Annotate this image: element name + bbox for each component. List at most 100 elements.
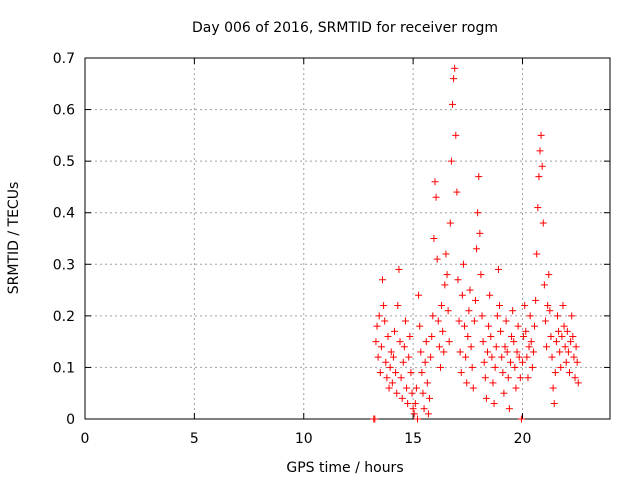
data-point — [419, 389, 427, 397]
data-point — [548, 353, 556, 361]
data-point — [514, 322, 522, 330]
data-point — [540, 281, 548, 289]
data-point — [566, 369, 574, 377]
data-point — [486, 291, 494, 299]
data-point — [430, 235, 438, 242]
data-point — [384, 332, 392, 340]
data-point — [563, 327, 571, 335]
data-point — [438, 302, 446, 310]
data-point — [503, 348, 511, 356]
data-point — [490, 400, 498, 408]
data-point — [484, 348, 491, 356]
data-point — [372, 338, 380, 346]
data-point — [396, 338, 404, 346]
data-point — [404, 400, 412, 408]
data-point — [399, 358, 407, 366]
data-point — [474, 209, 482, 217]
data-point — [515, 353, 523, 361]
chart-title: Day 006 of 2016, SRMTID for receiver rog… — [192, 20, 498, 36]
data-point — [403, 384, 411, 392]
plot-frame — [84, 57, 611, 420]
data-point — [445, 338, 453, 346]
data-point — [464, 332, 472, 340]
axes: 0 0.1 0.2 0.3 0.4 0.5 0.6 0.7 0 5 10 15 20 — [53, 51, 610, 447]
data-point — [516, 374, 524, 382]
data-point — [454, 276, 462, 284]
data-point — [519, 358, 526, 366]
x-tick-label: 10 — [295, 431, 313, 447]
data-point — [506, 358, 514, 366]
data-point — [377, 343, 385, 351]
data-point — [572, 343, 580, 351]
data-point — [432, 193, 440, 201]
data-point — [512, 384, 520, 392]
data-point — [398, 394, 406, 402]
data-point — [467, 343, 475, 351]
data-point — [524, 374, 532, 382]
data-point — [424, 410, 432, 418]
data-point — [408, 389, 416, 397]
data-point — [487, 332, 495, 340]
data-point — [449, 100, 456, 108]
data-point — [426, 394, 434, 402]
data-point — [379, 276, 386, 284]
data-point — [452, 131, 460, 139]
x-tick-label: 20 — [514, 431, 532, 447]
data-point — [427, 353, 435, 361]
data-point — [550, 400, 558, 408]
data-point — [416, 322, 424, 330]
data-point — [459, 260, 467, 268]
gridlines — [85, 58, 610, 419]
data-point — [451, 64, 459, 72]
data-point — [461, 322, 469, 330]
data-point — [509, 307, 517, 315]
data-point — [482, 394, 490, 402]
data-point — [554, 312, 561, 320]
y-axis-label: SRMTID / TECUs — [6, 182, 22, 295]
data-point — [498, 353, 506, 361]
data-point — [442, 250, 450, 258]
data-point — [521, 302, 529, 310]
y-tick-label: 0.1 — [53, 360, 75, 376]
data-point — [543, 343, 551, 351]
data-point — [536, 147, 544, 155]
x-axis-label: GPS time / hours — [286, 460, 403, 476]
data-point — [505, 405, 513, 413]
data-point — [428, 332, 436, 340]
data-point — [414, 415, 421, 423]
data-point — [564, 348, 572, 356]
data-point — [381, 317, 389, 325]
data-point — [534, 204, 542, 212]
data-point — [450, 75, 458, 83]
data-point — [552, 338, 560, 346]
data-point — [422, 338, 430, 346]
data-point — [488, 353, 496, 361]
data-point — [562, 358, 570, 366]
data-point — [528, 363, 536, 371]
data-point — [517, 415, 525, 423]
data-point — [411, 400, 419, 408]
x-tick-label: 15 — [404, 431, 422, 447]
data-point — [500, 389, 508, 397]
y-tick-label: 0.3 — [53, 257, 75, 273]
data-point — [412, 384, 420, 392]
data-point — [569, 332, 577, 340]
data-point — [546, 307, 554, 315]
data-point — [468, 363, 476, 371]
data-point — [531, 322, 539, 330]
data-point — [508, 332, 516, 340]
data-point — [523, 353, 531, 361]
data-point — [441, 281, 449, 289]
data-point — [383, 374, 391, 382]
data-point — [400, 343, 408, 351]
data-point — [470, 317, 478, 325]
data-point — [493, 312, 501, 320]
x-tick-label: 5 — [190, 431, 199, 447]
data-point — [417, 348, 425, 356]
data-point — [391, 327, 399, 335]
data-point — [436, 363, 444, 371]
data-point — [440, 348, 448, 356]
data-point — [420, 405, 428, 413]
data-point — [456, 348, 464, 356]
data-point — [513, 348, 521, 356]
